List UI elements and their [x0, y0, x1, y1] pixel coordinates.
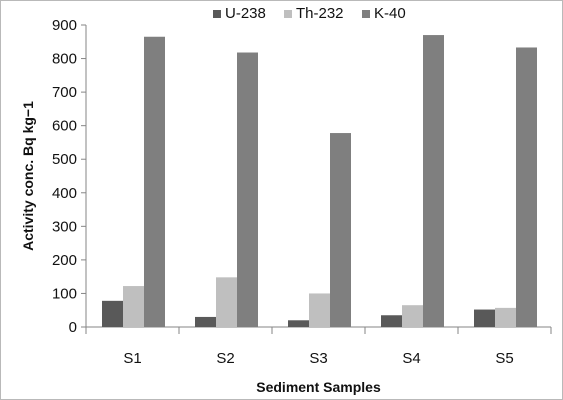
bar-th-232-s4 — [402, 305, 423, 327]
bar-k-40-s3 — [330, 133, 351, 327]
bar-k-40-s4 — [423, 35, 444, 328]
y-tick-label: 500 — [52, 151, 77, 168]
bar-k-40-s1 — [144, 36, 165, 327]
bar-th-232-s2 — [216, 277, 237, 327]
legend: U-238 Th-232 K-40 — [213, 5, 406, 22]
bar-th-232-s1 — [123, 286, 144, 327]
bar-k-40-s5 — [516, 47, 537, 327]
bar-u-238-s5 — [474, 309, 495, 327]
legend-swatch-u-238 — [213, 10, 221, 18]
bar-u-238-s2 — [195, 316, 216, 327]
y-axis-title: Activity conc. Bq kg−1 — [20, 101, 36, 251]
bar-th-232-s3 — [309, 293, 330, 327]
bar-u-238-s1 — [102, 300, 123, 327]
x-tick-label: S3 — [309, 350, 327, 367]
y-tick-label: 600 — [52, 118, 77, 135]
y-tick-label: 800 — [52, 51, 77, 68]
x-tick-label: S1 — [123, 350, 141, 367]
y-tick-label: 300 — [52, 218, 77, 235]
y-tick-label: 0 — [69, 319, 77, 336]
bar-u-238-s4 — [381, 315, 402, 327]
x-tick-label: S5 — [495, 350, 513, 367]
legend-label: K-40 — [374, 5, 406, 22]
y-tick-label: 200 — [52, 252, 77, 269]
y-axis: 0 100 200 300 400 500 600 700 800 900 — [52, 17, 87, 336]
y-tick-label: 400 — [52, 185, 77, 202]
legend-label: Th-232 — [296, 5, 344, 22]
bar-th-232-s5 — [495, 307, 516, 327]
x-axis-title: Sediment Samples — [256, 379, 381, 395]
legend-swatch-th-232 — [284, 10, 292, 18]
y-tick-label: 700 — [52, 84, 77, 101]
bars — [102, 35, 537, 328]
legend-label: U-238 — [225, 5, 266, 22]
y-tick-label: 900 — [52, 17, 77, 34]
bar-u-238-s3 — [288, 320, 309, 327]
bar-k-40-s2 — [237, 52, 258, 327]
x-tick-label: S4 — [402, 350, 420, 367]
x-tick-label: S2 — [216, 350, 234, 367]
x-axis: S1 S2 S3 S4 S5 — [85, 326, 552, 367]
legend-swatch-k-40 — [362, 10, 370, 18]
y-tick-label: 100 — [52, 285, 77, 302]
